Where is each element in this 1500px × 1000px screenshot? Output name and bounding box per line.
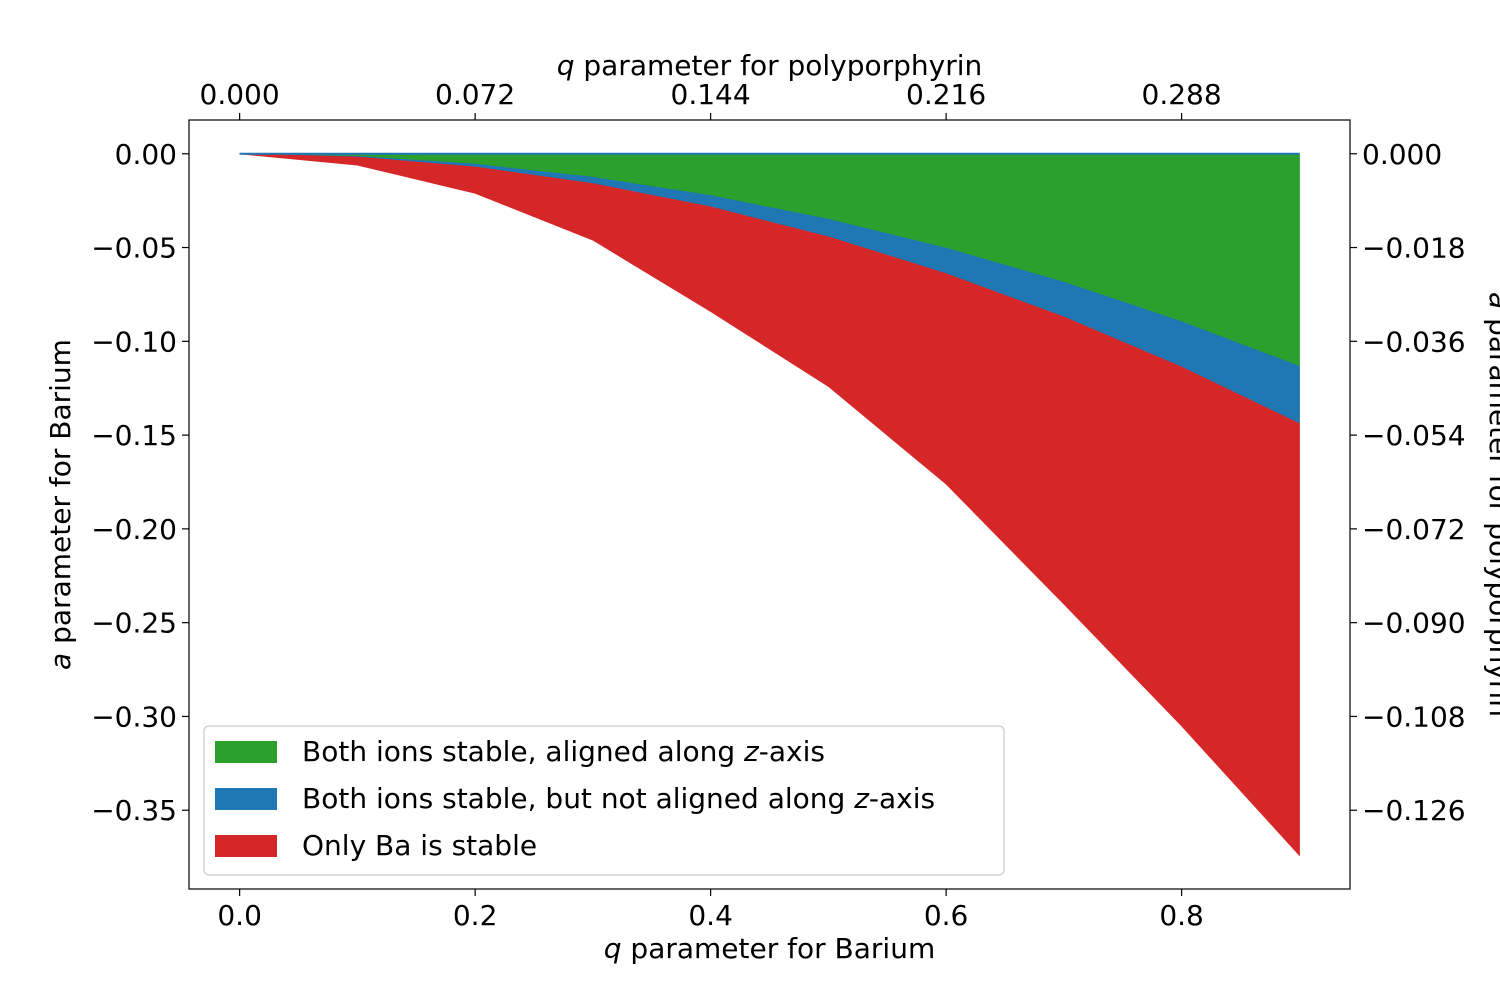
y-axis-label: a parameter for Barium	[44, 339, 77, 670]
top-x-tick-label: 0.216	[906, 78, 986, 111]
x-tick-label: 0.0	[217, 899, 262, 932]
plot-frame	[188, 119, 1351, 890]
legend-box	[203, 725, 1005, 876]
y-tick-label: −0.30	[91, 700, 177, 733]
top-x-tick-label: 0.288	[1142, 78, 1222, 111]
y-tick-label: −0.20	[91, 513, 177, 546]
right-y-tick-label: 0.000	[1362, 138, 1442, 171]
axis-ticks: 0.0 0.2 0.4 0.6 0.8 0.000 0.072 0.144 0.216 0.288…	[91, 78, 1465, 932]
top-x-tick-label: 0.000	[200, 78, 280, 111]
top-x-tick-label: 0.072	[435, 78, 515, 111]
right-y-tick-label: −0.036	[1362, 325, 1466, 358]
legend-swatch	[215, 788, 277, 810]
x-tick-label: 0.4	[688, 899, 733, 932]
legend-label: Both ions stable, but not aligned along …	[302, 782, 935, 815]
legend-label: Both ions stable, aligned along z-axis	[302, 735, 825, 768]
top-x-axis-label: q parameter for polyporphyrin	[557, 49, 983, 82]
x-axis-label-text: parameter for Barium	[622, 932, 936, 965]
region-3	[239, 153, 1300, 857]
top-x-tick-label: 0.144	[671, 78, 751, 111]
y-axis-label-symbol: a	[44, 653, 77, 670]
y-tick-label: −0.35	[91, 794, 177, 827]
legend-swatch	[215, 741, 277, 763]
x-axis-label-symbol: q	[604, 932, 622, 965]
right-y-tick-label: −0.108	[1362, 700, 1466, 733]
y-tick-label: −0.15	[91, 419, 177, 452]
y-axis-label-text: parameter for Barium	[44, 339, 77, 653]
right-y-tick-label: −0.018	[1362, 232, 1466, 265]
y-tick-label: 0.00	[115, 138, 177, 171]
y-tick-label: −0.05	[91, 232, 177, 265]
legend-label: Only Ba is stable	[302, 829, 537, 862]
right-y-tick-label: −0.072	[1362, 513, 1466, 546]
plot-areas	[239, 152, 1300, 857]
right-y-axis-label-text: parameter for polyporphyrin	[1483, 309, 1500, 717]
x-tick-label: 0.6	[924, 899, 969, 932]
top-x-axis-label-symbol: q	[557, 49, 575, 82]
right-y-axis-label: a parameter for polyporphyrin	[1483, 292, 1500, 717]
legend: Both ions stable, aligned along z-axis Bo…	[203, 725, 1005, 876]
right-y-axis-label-symbol: a	[1483, 292, 1500, 309]
right-y-tick-label: −0.090	[1362, 607, 1466, 640]
top-x-axis-label-text: parameter for polyporphyrin	[574, 49, 982, 82]
right-y-tick-label: −0.126	[1362, 794, 1466, 827]
x-tick-label: 0.8	[1159, 899, 1204, 932]
y-tick-label: −0.25	[91, 607, 177, 640]
x-tick-label: 0.2	[453, 899, 498, 932]
x-axis-label: q parameter for Barium	[604, 932, 935, 965]
legend-swatch	[215, 835, 277, 857]
y-tick-label: −0.10	[91, 325, 177, 358]
right-y-tick-label: −0.054	[1362, 419, 1466, 452]
